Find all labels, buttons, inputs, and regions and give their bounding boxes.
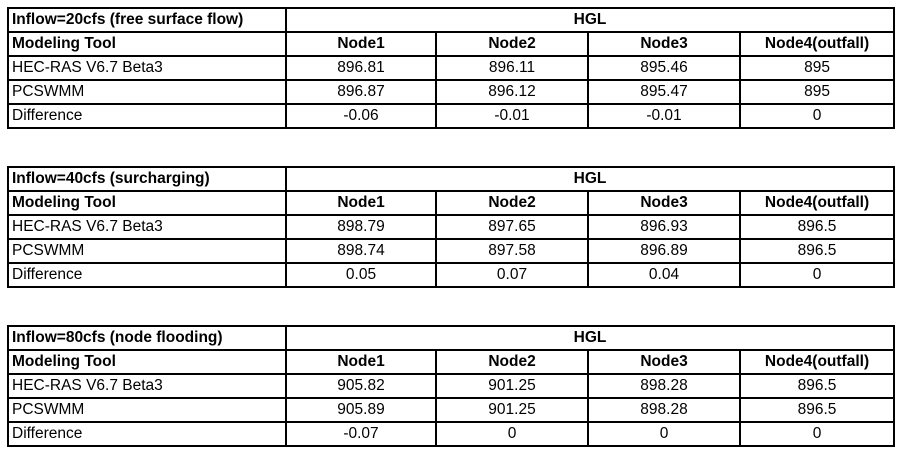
cell-value: 905.89 [285,397,437,423]
hgl-header: HGL [284,325,896,351]
cell-value: 896.5 [738,214,896,240]
table-row: PCSWMM 905.89 901.25 898.28 896.5 [7,397,896,423]
cell-value: 901.25 [435,373,589,399]
column-header-node1: Node1 [285,349,437,375]
table-row: Difference -0.06 -0.01 -0.01 0 [7,103,896,129]
title-row: Inflow=80cfs (node flooding) HGL [7,325,896,351]
cell-value: 898.28 [587,373,741,399]
table-title: Inflow=40cfs (surcharging) [7,166,287,192]
hgl-table-20cfs: Inflow=20cfs (free surface flow) HGL Mod… [7,7,896,129]
cell-value: 0 [587,421,741,447]
cell-value: 901.25 [435,397,589,423]
cell-value: -0.06 [285,103,437,129]
row-label: HEC-RAS V6.7 Beta3 [7,373,287,399]
cell-value: 0 [738,421,896,447]
table-title: Inflow=80cfs (node flooding) [7,325,287,351]
column-header-node4: Node4(outfall) [738,31,896,57]
cell-value: 0 [738,262,896,288]
column-header-modeling-tool: Modeling Tool [7,349,287,375]
column-header-node2: Node2 [435,31,589,57]
cell-value: 898.28 [587,397,741,423]
title-row: Inflow=20cfs (free surface flow) HGL [7,7,896,33]
hgl-header: HGL [284,166,896,192]
column-header-node3: Node3 [587,190,741,216]
cell-value: 896.81 [285,55,437,81]
cell-value: 905.82 [285,373,437,399]
cell-value: 896.5 [738,373,896,399]
hgl-table-80cfs: Inflow=80cfs (node flooding) HGL Modelin… [7,325,896,447]
column-header-node3: Node3 [587,31,741,57]
cell-value: 896.87 [285,79,437,105]
cell-value: -0.07 [285,421,437,447]
column-header-row: Modeling Tool Node1 Node2 Node3 Node4(ou… [7,349,896,375]
cell-value: -0.01 [587,103,741,129]
table-row: HEC-RAS V6.7 Beta3 898.79 897.65 896.93 … [7,214,896,240]
row-label: PCSWMM [7,79,287,105]
column-header-row: Modeling Tool Node1 Node2 Node3 Node4(ou… [7,190,896,216]
row-label: PCSWMM [7,397,287,423]
column-header-node1: Node1 [285,31,437,57]
hgl-header: HGL [284,7,896,33]
cell-value: 895.47 [587,79,741,105]
cell-value: 896.11 [435,55,589,81]
cell-value: 0.07 [435,262,589,288]
table-row: Difference -0.07 0 0 0 [7,421,896,447]
row-label: PCSWMM [7,238,287,264]
cell-value: 896.12 [435,79,589,105]
table-row: PCSWMM 896.87 896.12 895.47 895 [7,79,896,105]
title-row: Inflow=40cfs (surcharging) HGL [7,166,896,192]
row-label: Difference [7,421,287,447]
column-header-node3: Node3 [587,349,741,375]
column-header-node4: Node4(outfall) [738,190,896,216]
cell-value: 898.74 [285,238,437,264]
hgl-table-40cfs: Inflow=40cfs (surcharging) HGL Modeling … [7,166,896,288]
cell-value: 897.58 [435,238,589,264]
cell-value: -0.01 [435,103,589,129]
cell-value: 896.5 [738,397,896,423]
row-label: Difference [7,103,287,129]
cell-value: 895 [738,55,896,81]
cell-value: 898.79 [285,214,437,240]
row-label: HEC-RAS V6.7 Beta3 [7,214,287,240]
column-header-node4: Node4(outfall) [738,349,896,375]
cell-value: 0.04 [587,262,741,288]
table-row: HEC-RAS V6.7 Beta3 905.82 901.25 898.28 … [7,373,896,399]
row-label: HEC-RAS V6.7 Beta3 [7,55,287,81]
column-header-node2: Node2 [435,190,589,216]
column-header-modeling-tool: Modeling Tool [7,190,287,216]
cell-value: 0 [738,103,896,129]
column-header-node1: Node1 [285,190,437,216]
cell-value: 896.5 [738,238,896,264]
column-header-node2: Node2 [435,349,589,375]
table-row: Difference 0.05 0.07 0.04 0 [7,262,896,288]
cell-value: 896.93 [587,214,741,240]
column-header-modeling-tool: Modeling Tool [7,31,287,57]
table-row: HEC-RAS V6.7 Beta3 896.81 896.11 895.46 … [7,55,896,81]
cell-value: 895.46 [587,55,741,81]
column-header-row: Modeling Tool Node1 Node2 Node3 Node4(ou… [7,31,896,57]
cell-value: 0.05 [285,262,437,288]
cell-value: 0 [435,421,589,447]
cell-value: 897.65 [435,214,589,240]
cell-value: 895 [738,79,896,105]
row-label: Difference [7,262,287,288]
cell-value: 896.89 [587,238,741,264]
table-row: PCSWMM 898.74 897.58 896.89 896.5 [7,238,896,264]
table-title: Inflow=20cfs (free surface flow) [7,7,287,33]
